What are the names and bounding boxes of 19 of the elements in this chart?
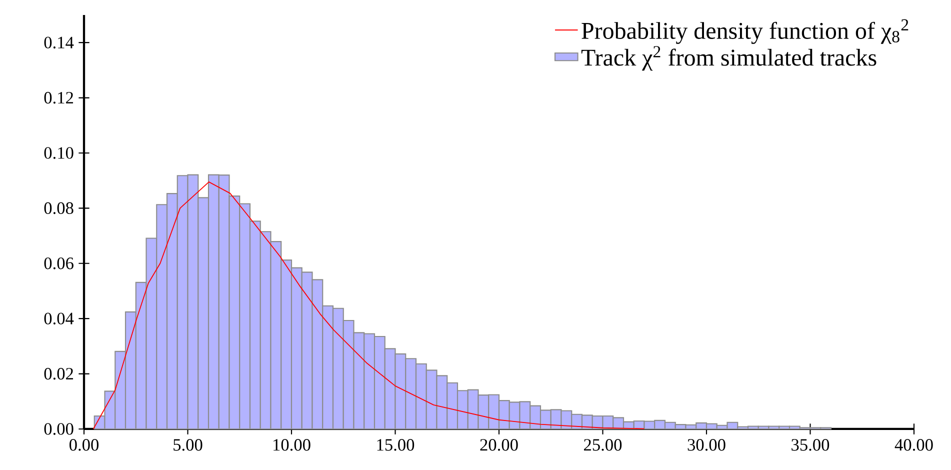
x-tick-label: 15.00 — [377, 439, 414, 451]
y-tick-label: 0.02 — [44, 368, 74, 380]
y-tick-label: 0.08 — [44, 202, 74, 214]
y-tick-label: 0.12 — [44, 92, 74, 104]
y-tick-label: 0.00 — [44, 423, 74, 435]
legend-label: Probability density function of χ$_{8}$2 — [582, 19, 908, 44]
x-tick-label: 5.00 — [174, 439, 202, 451]
x-tick-label: 30.00 — [688, 439, 726, 451]
x-tick-label: 40.00 — [894, 439, 933, 451]
y-tick-label: 0.10 — [44, 147, 74, 159]
x-tick-label: 20.00 — [480, 439, 518, 451]
y-tick-label: 0.04 — [44, 312, 74, 324]
x-tick-label: 10.00 — [274, 439, 310, 451]
y-tick-label: 0.14 — [44, 36, 74, 48]
x-tick-label: 0.00 — [70, 439, 99, 451]
x-tick-label: 35.00 — [792, 439, 830, 451]
x-tick-label: 25.00 — [584, 439, 622, 451]
y-tick-label: 0.06 — [44, 258, 74, 270]
legend-label: Track χ$^{2}$ from simulated tracks — [581, 46, 876, 71]
